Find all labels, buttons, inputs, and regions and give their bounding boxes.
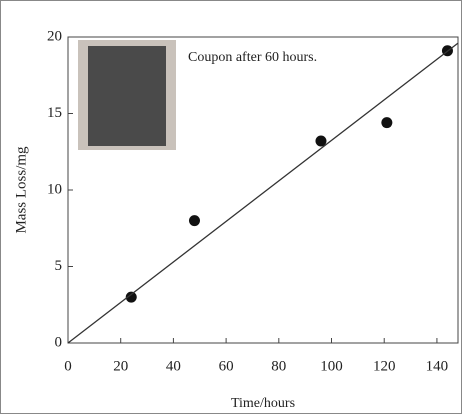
x-tick-label: 60 (219, 358, 234, 374)
y-tick-label: 10 (47, 181, 62, 197)
x-tick-label: 140 (426, 358, 449, 374)
x-tick-label: 0 (64, 358, 72, 374)
y-tick-label: 5 (55, 258, 63, 274)
fit-line (67, 42, 459, 344)
x-tick-label: 120 (373, 358, 396, 374)
x-axis-label: Time/hours (231, 396, 295, 411)
x-tick-label: 100 (320, 358, 343, 374)
inset-coupon (88, 46, 166, 146)
y-tick-label: 15 (47, 105, 62, 121)
x-tick-label: 40 (166, 358, 181, 374)
y-tick-label: 0 (55, 334, 63, 350)
data-point (125, 291, 137, 303)
x-tick-label: 20 (113, 358, 128, 374)
data-point (188, 215, 200, 227)
annotation: Coupon after 60 hours. (188, 50, 317, 65)
x-tick-label: 80 (271, 358, 286, 374)
y-tick-label: 20 (47, 28, 62, 44)
y-axis-label: Mass Loss/mg (13, 146, 29, 234)
data-point (315, 135, 327, 147)
data-point (381, 117, 393, 129)
